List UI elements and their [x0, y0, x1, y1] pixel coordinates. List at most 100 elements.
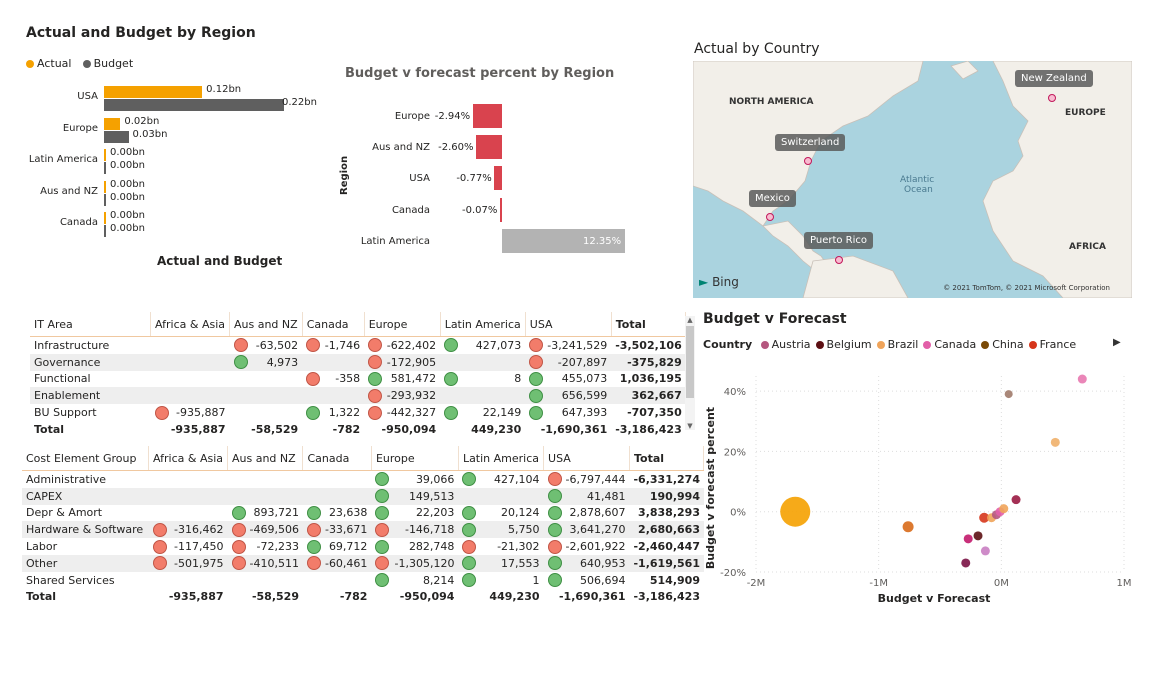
it-matrix-cell [150, 387, 230, 405]
budget-forecast-scatter: -2M -1M 0M 1M 40% 20% 0% -20% Budget v Forecast B… [704, 374, 1132, 605]
scroll-up-icon[interactable]: ▲ [687, 316, 693, 324]
cost-matrix-row[interactable]: Other -501,975 -410,511 -60,461 -1,305,120 17… [22, 554, 704, 572]
forecast-bar[interactable] [502, 228, 625, 253]
actual-bar[interactable] [104, 117, 121, 130]
cell-value: -172,905 [386, 355, 437, 369]
cost-matrix-row[interactable]: Shared Services 8,214 1 506,694 514,909 [22, 572, 704, 589]
map-dot-switzerland[interactable] [804, 157, 812, 165]
it-matrix-column-header[interactable]: Africa & Asia [150, 312, 230, 337]
it-matrix-column-header[interactable]: Latin America [440, 312, 526, 337]
cost-matrix-row[interactable]: Hardware & Software -316,462 -469,506 -33,6… [22, 521, 704, 539]
map-dot-puerto-rico[interactable] [835, 256, 843, 264]
budget-bar[interactable] [104, 193, 106, 206]
it-matrix-column-header[interactable]: Aus and NZ [229, 312, 303, 337]
it-matrix-row[interactable]: BU Support -935,887 1,322 -442,327 22,149 647… [30, 404, 686, 421]
it-matrix-column-header[interactable]: Total [611, 312, 687, 337]
cost-element-matrix[interactable]: Cost Element Group Africa & Asia Aus and N… [22, 446, 705, 605]
scatter-legend-item[interactable]: Canada [923, 338, 976, 351]
cost-matrix-cell: 22,203 [371, 505, 458, 522]
kpi-cell: -146,718 [375, 522, 454, 537]
it-matrix-column-header[interactable]: Canada [302, 312, 365, 337]
scatter-point[interactable] [980, 546, 990, 556]
cost-matrix-row[interactable]: Depr & Amort 893,721 23,638 22,203 20,124 2,8… [22, 505, 704, 522]
kpi-green-indicator [375, 489, 390, 504]
map-pin-switzerland[interactable]: Switzerland [775, 134, 846, 151]
kpi-red-indicator [233, 338, 248, 353]
scroll-thumb[interactable] [686, 326, 694, 398]
it-matrix-column-header[interactable]: IT Area [30, 312, 151, 337]
legend-next-icon[interactable]: ▶ [1113, 337, 1121, 348]
it-matrix-cell: 4,973 [229, 353, 303, 371]
it-matrix-row[interactable]: Enablement -293,932 656,599 362,667 [30, 387, 686, 405]
cost-matrix-column-header[interactable]: Europe [371, 446, 459, 471]
scatter-point[interactable] [999, 504, 1009, 514]
scatter-legend-item[interactable]: Austria [760, 338, 811, 351]
forecast-bar[interactable] [494, 166, 502, 191]
kpi-cell: 427,073 [444, 338, 521, 353]
actual-bar[interactable] [104, 180, 106, 193]
cost-matrix-column-header[interactable]: Canada [302, 446, 372, 471]
cost-matrix-column-header[interactable]: Cost Element Group [22, 446, 149, 471]
scatter-legend-item[interactable]: France [1028, 338, 1076, 351]
scatter-point[interactable] [1011, 495, 1021, 505]
budget-bar[interactable] [104, 225, 106, 237]
it-matrix-row[interactable]: Governance 4,973 -172,905 -207,897 -375,829 [30, 353, 686, 371]
map-dot-mexico[interactable] [766, 213, 774, 221]
budget-bar[interactable] [104, 162, 106, 174]
cost-matrix-column-header[interactable]: Total [629, 446, 705, 471]
cost-matrix-total-cell: -950,094 [399, 590, 455, 604]
scatter-legend-item[interactable]: Brazil [876, 338, 918, 351]
cost-matrix-column-header[interactable]: USA [543, 446, 630, 471]
cell-value: -117,450 [174, 540, 224, 554]
scatter-legend-item[interactable]: China [981, 338, 1024, 351]
cost-matrix-row[interactable]: Administrative 39,066 427,104 -6,797,444 -6,… [22, 471, 704, 488]
scatter-point[interactable] [1004, 390, 1013, 399]
kpi-red-indicator [375, 556, 390, 571]
scatter-point[interactable] [961, 558, 971, 568]
scatter-point[interactable] [963, 534, 973, 544]
it-matrix-row[interactable]: Functional -358 581,472 8 455,073 1,036,195 [30, 371, 686, 388]
it-matrix-column-header[interactable]: USA [525, 312, 612, 337]
country-map[interactable]: NORTH AMERICA EUROPE AFRICA Atlantic Oce… [693, 61, 1132, 298]
scatter-legend-item[interactable]: Belgium [815, 338, 872, 351]
cost-matrix-row[interactable]: CAPEX 149,513 41,481 190,994 [22, 487, 704, 505]
it-matrix-scrollbar[interactable]: ▲ ▼ [685, 316, 695, 430]
scatter-point[interactable] [979, 512, 990, 523]
forecast-data-label: -2.94% [434, 111, 471, 122]
kpi-cell: 69,712 [306, 539, 367, 554]
actual-bar[interactable] [104, 149, 106, 161]
it-matrix-row[interactable]: Infrastructure -63,502 -1,746 -622,402 427,0… [30, 337, 686, 354]
budget-bar[interactable] [104, 99, 284, 111]
map-pin-puerto-rico[interactable]: Puerto Rico [804, 232, 874, 249]
scatter-point[interactable] [902, 521, 914, 533]
budget-bar[interactable] [104, 130, 129, 143]
kpi-green-indicator [306, 505, 321, 520]
kpi-green-indicator [306, 405, 321, 420]
it-matrix-column-header[interactable]: Europe [364, 312, 441, 337]
cost-matrix-column-header[interactable]: Africa & Asia [148, 446, 228, 471]
cost-matrix-row-total: -6,331,274 [633, 472, 700, 486]
forecast-bar[interactable] [500, 197, 502, 222]
forecast-bar[interactable] [476, 135, 502, 160]
actual-bar[interactable] [104, 86, 203, 98]
it-area-matrix[interactable]: IT Area Africa & Asia Aus and NZ Canada Euro… [30, 312, 687, 438]
legend-actual[interactable]: Actual [26, 57, 71, 70]
cost-matrix-column-header[interactable]: Aus and NZ [227, 446, 304, 471]
scatter-legend-marker [876, 341, 885, 349]
cell-value: 17,553 [501, 556, 540, 570]
kpi-red-indicator [368, 388, 383, 403]
scatter-point[interactable] [973, 531, 983, 541]
scroll-down-icon[interactable]: ▼ [687, 422, 693, 430]
map-pin-new-zealand[interactable]: New Zealand [1015, 70, 1093, 87]
cost-matrix-column-header[interactable]: Latin America [458, 446, 545, 471]
cost-matrix-row[interactable]: Labor -117,450 -72,233 69,712 282,748 -21,302… [22, 538, 704, 555]
scatter-point[interactable] [1077, 374, 1087, 384]
actual-bar[interactable] [104, 212, 106, 224]
map-pin-mexico[interactable]: Mexico [749, 190, 796, 207]
map-dot-new-zealand[interactable] [1048, 94, 1056, 102]
legend-budget[interactable]: Budget [82, 57, 133, 70]
budget-data-label: 0.00bn [110, 223, 145, 234]
scatter-point[interactable] [1050, 437, 1060, 447]
forecast-bar[interactable] [472, 104, 502, 128]
scatter-point[interactable] [780, 496, 811, 527]
